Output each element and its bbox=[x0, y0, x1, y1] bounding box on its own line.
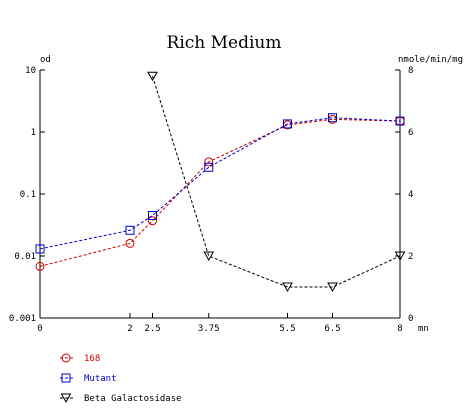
data-point-beta-galactosidase bbox=[394, 251, 406, 262]
x-axis-unit: mn bbox=[418, 324, 429, 334]
data-point-168 bbox=[148, 216, 157, 226]
data-point-beta-galactosidase bbox=[147, 71, 158, 82]
series-line-beta-galactosidase bbox=[152, 76, 401, 288]
chart-title: Rich Medium bbox=[167, 33, 282, 53]
x-tick-label: 0 bbox=[37, 324, 42, 334]
data-point-mutant bbox=[125, 225, 135, 235]
right-tick-label: 4 bbox=[408, 190, 413, 200]
legend: 168 Mutant Beta Galactosidase bbox=[60, 353, 182, 404]
data-point-168 bbox=[125, 238, 135, 248]
series-line-168 bbox=[39, 118, 401, 267]
right-tick-label: 2 bbox=[408, 252, 413, 262]
data-point-168 bbox=[35, 261, 45, 271]
data-point-mutant bbox=[35, 244, 45, 254]
x-tick-label: 8 bbox=[397, 324, 402, 334]
legend-marker-168 bbox=[61, 353, 71, 363]
legend-marker-mutant bbox=[61, 373, 71, 383]
x-tick-label: 6.5 bbox=[324, 324, 340, 334]
data-point-mutant bbox=[328, 113, 337, 123]
left-tick-label: 0.001 bbox=[9, 314, 36, 324]
data-point-168 bbox=[204, 157, 214, 167]
data-point-beta-galactosidase bbox=[327, 282, 338, 293]
left-tick-label: 10 bbox=[25, 66, 36, 76]
data-point-mutant bbox=[204, 162, 214, 172]
left-tick-label: 0.1 bbox=[20, 190, 36, 200]
data-point-mutant bbox=[395, 116, 405, 126]
left-tick-label: 1 bbox=[31, 128, 36, 138]
legend-label-mutant: Mutant bbox=[84, 374, 117, 384]
x-tick-label: 5.5 bbox=[279, 324, 295, 334]
right-tick-label: 8 bbox=[408, 66, 413, 76]
right-tick-label: 6 bbox=[408, 128, 413, 138]
right-axis-unit: nmole/min/mg bbox=[398, 55, 463, 65]
legend-label-168: 168 bbox=[84, 354, 100, 364]
data-point-beta-galactosidase bbox=[282, 282, 293, 293]
plot-layer: 0 2 2.5 3.75 5.5 6.5 8 0.001 0.01 0.1 1 10 0 2 4 6 8 bbox=[9, 66, 414, 334]
left-axis-unit: od bbox=[40, 55, 51, 65]
x-tick-label: 3.75 bbox=[198, 324, 220, 334]
legend-label-beta-galactosidase: Beta Galactosidase bbox=[84, 394, 182, 404]
series-line-mutant bbox=[39, 117, 401, 250]
right-tick-label: 0 bbox=[408, 314, 413, 324]
left-tick-label: 0.01 bbox=[14, 252, 36, 262]
data-point-mutant bbox=[283, 119, 292, 129]
x-tick-label: 2 bbox=[127, 324, 132, 334]
data-point-beta-galactosidase bbox=[203, 251, 215, 262]
data-point-mutant bbox=[148, 211, 157, 221]
x-tick-label: 2.5 bbox=[144, 324, 160, 334]
legend-marker-beta-galactosidase bbox=[60, 393, 72, 404]
